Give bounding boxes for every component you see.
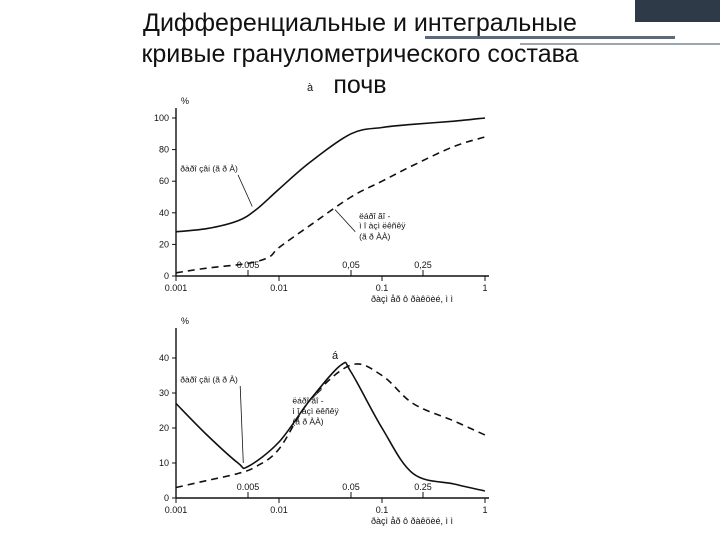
x-axis-label: ðàçì åð ô ðàêöèé, ì ì: [371, 516, 453, 526]
slide-title-line-1: Дифференциальные и интегральные: [143, 9, 577, 37]
curve-annotation: ðàðî çâi (ã ð À): [180, 164, 238, 174]
curve-annotation: ëáðî ãî -: [359, 211, 390, 221]
series-solid-line: [175, 361, 486, 492]
y-tick-label: 30: [159, 388, 169, 398]
curve-annotation: ðàðî çâi (ã ð À): [180, 375, 238, 385]
series-dashed-line: [175, 363, 486, 489]
y-tick-label: 20: [159, 423, 169, 433]
fraction-boundary-label: 0.25: [414, 482, 432, 492]
panel-mark-a: à: [307, 82, 314, 94]
slide-decoration-line-thin: [520, 43, 720, 45]
y-tick-label: 40: [159, 353, 169, 363]
curve-annotation: ëáðî ãî -: [292, 396, 323, 406]
x-tick-label: 0.01: [270, 505, 288, 515]
curve-annotation: ì î àçì ëêñêÿ: [292, 406, 339, 416]
fraction-boundary-label: 0,25: [414, 260, 432, 270]
annotation-leader: [237, 174, 253, 207]
y-axis-label: %: [181, 316, 189, 326]
x-tick-label: 0.01: [270, 283, 288, 293]
panel-mark: á: [332, 350, 339, 362]
slide-title-line-2: кривые гранулометрического состава: [141, 40, 579, 68]
curve-annotation: (ã ð ÀÀ): [292, 417, 323, 427]
y-tick-label: 10: [159, 458, 169, 468]
y-tick-label: 0: [164, 493, 169, 503]
x-tick-label: 0.1: [376, 505, 389, 515]
x-tick-label: 1: [482, 283, 487, 293]
x-axis-label: ðàçì åð ô ðàêöèé, ì ì: [371, 294, 453, 304]
x-tick-label: 0.001: [165, 283, 188, 293]
y-tick-label: 0: [164, 271, 169, 281]
x-tick-label: 0.1: [376, 283, 389, 293]
annotation-leader: [334, 209, 356, 233]
y-tick-label: 100: [154, 113, 169, 123]
series-dashed-line: [175, 136, 486, 274]
fraction-boundary-label: 0,05: [342, 260, 360, 270]
annotation-leader: [239, 385, 244, 464]
y-tick-label: 80: [159, 145, 169, 155]
series-solid-line: [175, 117, 486, 233]
y-axis-label: %: [181, 96, 189, 106]
fraction-boundary-label: 0.005: [237, 482, 260, 492]
curve-annotation: ì î àçì ëêñêÿ: [359, 221, 406, 231]
x-tick-label: 1: [482, 505, 487, 515]
fraction-boundary-label: 0.05: [342, 482, 360, 492]
slide-title-line-3: почв: [333, 71, 387, 99]
y-tick-label: 40: [159, 208, 169, 218]
annotation-leader: [309, 389, 323, 401]
slide-decoration-line: [425, 36, 675, 39]
y-tick-label: 60: [159, 176, 169, 186]
slide-corner-decoration: [635, 0, 720, 22]
curve-annotation: (ã ð ÀÀ): [359, 232, 390, 242]
slide-title: Дифференциальные и интегральные кривые г…: [60, 8, 660, 101]
x-tick-label: 0.001: [165, 505, 188, 515]
fraction-boundary-label: 0.005: [237, 260, 260, 270]
y-tick-label: 20: [159, 239, 169, 249]
